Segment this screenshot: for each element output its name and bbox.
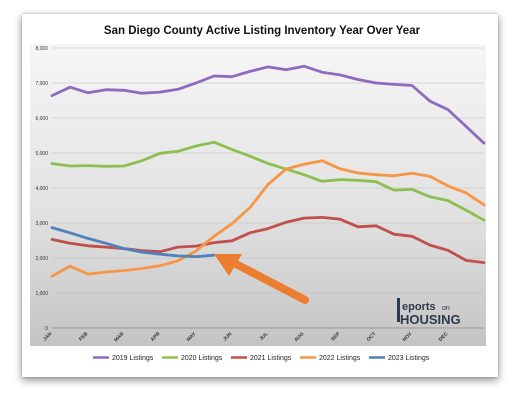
x-tick-label: JUN	[222, 331, 234, 343]
y-tick-label: 0	[45, 326, 48, 332]
series-lines	[50, 64, 486, 278]
svg-text:on: on	[442, 305, 450, 312]
legend-label: 2020 Listings	[181, 355, 223, 362]
chart-title: San Diego County Active Listing Inventor…	[104, 25, 421, 37]
y-axis-ticks: 0 1,000 2,000 3,000 4,000 5,000 6,000 7,000 8,00…	[35, 46, 48, 332]
x-tick-label: JAN	[42, 331, 54, 343]
legend-label: 2023 Listings	[388, 355, 430, 362]
series-line-2019	[50, 64, 486, 145]
x-tick-label: APR	[150, 331, 162, 343]
y-tick-label: 8,000	[35, 46, 48, 52]
y-tick-label: 5,000	[35, 151, 48, 157]
legend-label: 2022 Listings	[319, 355, 361, 362]
svg-text:HOUSING: HOUSING	[400, 312, 461, 327]
y-tick-label: 3,000	[35, 221, 48, 227]
x-tick-label: OCT	[366, 331, 378, 343]
gridlines	[52, 47, 484, 329]
y-tick-label: 6,000	[35, 116, 48, 122]
y-tick-label: 4,000	[35, 186, 48, 192]
plot-area	[30, 44, 486, 346]
svg-text:eports: eports	[402, 301, 436, 313]
x-tick-label: DEC	[438, 331, 450, 343]
x-tick-label: SEP	[330, 331, 342, 343]
y-tick-label: 7,000	[35, 81, 48, 87]
x-tick-label: FEB	[78, 331, 90, 343]
x-tick-label: JUL	[258, 331, 269, 342]
series-line-2023	[50, 226, 216, 259]
legend: 2019 Listings 2020 Listings 2021 Listings 2…	[93, 355, 430, 362]
reports-on-housing-logo: eports on HOUSING	[397, 298, 461, 327]
pointer-arrow	[214, 254, 309, 304]
series-line-2020	[50, 140, 486, 222]
series-line-2022	[50, 159, 486, 278]
legend-label: 2021 Listings	[250, 355, 292, 362]
legend-label: 2019 Listings	[112, 355, 154, 362]
y-tick-label: 1,000	[35, 291, 48, 297]
y-tick-label: 2,000	[35, 256, 48, 262]
